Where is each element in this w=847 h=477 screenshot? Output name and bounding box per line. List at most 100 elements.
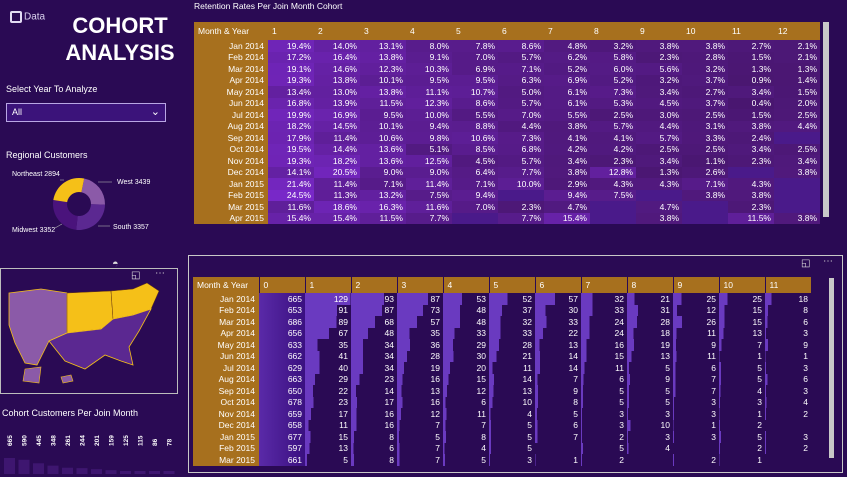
donut-slice-south[interactable] [52, 199, 78, 230]
year-filter-dropdown[interactable]: All ⌄ [6, 103, 166, 122]
retention-header-col[interactable]: 4 [406, 22, 452, 40]
count-row: Jun 2014 662 41 34 28 30 21 14 15 13 11 1 1 [193, 350, 811, 362]
retention-cell: 3.8% [544, 120, 590, 132]
count-cell: 57 [397, 316, 443, 328]
cohort-bar[interactable] [18, 459, 30, 474]
retention-header-col[interactable]: 10 [682, 22, 728, 40]
retention-cell: 2.5% [774, 109, 820, 121]
count-header-col[interactable]: 3 [397, 277, 444, 293]
retention-cell: 14.6% [314, 63, 360, 75]
count-header-month[interactable]: Month & Year [193, 277, 260, 293]
donut-slice-midwest[interactable] [53, 178, 85, 203]
retention-header-month[interactable]: Month & Year [194, 22, 268, 40]
retention-cell [498, 189, 544, 201]
count-cell: 11 [581, 362, 627, 374]
retention-cell: 13.8% [314, 74, 360, 86]
retention-cell: 1.3% [728, 63, 774, 75]
cohort-bar[interactable] [76, 468, 88, 474]
count-header-col[interactable]: 9 [673, 277, 720, 293]
count-header-col[interactable]: 11 [765, 277, 812, 293]
region-map-visual[interactable] [0, 268, 178, 394]
cohort-bar[interactable] [149, 471, 160, 474]
retention-cell: 12.3% [360, 63, 406, 75]
count-row-label: Jul 2014 [193, 362, 259, 374]
retention-header-col[interactable]: 8 [590, 22, 636, 40]
retention-cell: 9.5% [406, 74, 452, 86]
count-cell: 7 [673, 385, 719, 397]
count-row-label: Nov 2014 [193, 408, 259, 420]
retention-header-col[interactable]: 11 [728, 22, 774, 40]
retention-cell: 3.7% [682, 74, 728, 86]
retention-cell: 3.8% [682, 40, 728, 52]
retention-cell: 3.4% [774, 155, 820, 167]
cohort-bar[interactable] [120, 470, 131, 474]
retention-header-col[interactable]: 3 [360, 22, 406, 40]
count-header-col[interactable]: 6 [535, 277, 582, 293]
retention-cell: 11.4% [314, 132, 360, 144]
count-header-col[interactable]: 8 [627, 277, 674, 293]
retention-cell: 7.0% [452, 51, 498, 63]
count-cell: 13 [535, 339, 581, 351]
cohort-bar[interactable] [33, 463, 44, 474]
focus-mode-icon[interactable]: ◱ [131, 270, 141, 281]
cohort-bar[interactable] [163, 471, 175, 474]
count-cell: 7 [535, 373, 581, 385]
count-cell: 41 [305, 350, 351, 362]
retention-cell: 7.0% [452, 201, 498, 213]
retention-table-scrollbar[interactable] [823, 22, 829, 217]
count-header-col[interactable]: 10 [719, 277, 766, 293]
cohort-bar[interactable] [134, 471, 146, 474]
count-header-col[interactable]: 2 [351, 277, 398, 293]
retention-header-col[interactable]: 1 [268, 22, 314, 40]
count-cell [673, 443, 719, 455]
count-header-col[interactable]: 1 [305, 277, 352, 293]
count-cell: 5 [627, 396, 673, 408]
retention-cell: 8.6% [498, 40, 544, 52]
more-options-icon[interactable]: ⋯ [155, 268, 165, 279]
donut-slice-northeast[interactable] [81, 178, 105, 205]
retention-cell: 3.4% [728, 143, 774, 155]
retention-cell: 3.8% [774, 212, 820, 224]
cohort-bar[interactable] [4, 458, 15, 474]
retention-cell: 20.5% [314, 166, 360, 178]
count-header-col[interactable]: 5 [489, 277, 536, 293]
count-cell: 8 [765, 304, 811, 316]
retention-cell: 8.6% [452, 97, 498, 109]
cohort-bar-label: 115 [138, 435, 145, 446]
retention-cell [682, 212, 728, 224]
cohort-bar[interactable] [91, 469, 102, 474]
retention-header-col[interactable]: 9 [636, 22, 682, 40]
count-row-label: Mar 2014 [193, 316, 259, 328]
retention-cell: 6.1% [544, 97, 590, 109]
app-logo: Data [10, 11, 45, 23]
focus-mode-icon[interactable]: ◱ [801, 258, 811, 269]
retention-cell: 1.3% [774, 63, 820, 75]
retention-header-col[interactable]: 5 [452, 22, 498, 40]
count-header-col[interactable]: 7 [581, 277, 628, 293]
count-row-label: Feb 2015 [193, 442, 259, 454]
retention-row: Apr 2014 19.3% 13.8% 10.1% 9.5% 9.5% 6.3% 6.9% 5… [194, 74, 820, 86]
retention-cell: 2.3% [728, 201, 774, 213]
cohort-bar[interactable] [62, 467, 73, 474]
retention-cell: 14.1% [268, 166, 314, 178]
count-header-col[interactable]: 0 [259, 277, 306, 293]
more-options-icon[interactable]: ⋯ [823, 256, 833, 267]
cohort-table-scrollbar[interactable] [829, 278, 834, 458]
retention-header-col[interactable]: 12 [774, 22, 820, 40]
retention-header-col[interactable]: 7 [544, 22, 590, 40]
retention-row-label: Jul 2014 [194, 109, 268, 121]
count-cell: 3 [673, 431, 719, 443]
retention-cell: 4.4% [498, 120, 544, 132]
count-header-col[interactable]: 4 [443, 277, 490, 293]
retention-row-label: Apr 2014 [194, 74, 268, 86]
count-row-label: Aug 2014 [193, 373, 259, 385]
cohort-bar[interactable] [47, 465, 59, 474]
retention-header-col[interactable]: 2 [314, 22, 360, 40]
cohort-bar[interactable] [105, 470, 117, 474]
retention-cell: 5.2% [544, 63, 590, 75]
retention-cell: 13.6% [360, 155, 406, 167]
retention-header-col[interactable]: 6 [498, 22, 544, 40]
donut-slice-west[interactable] [76, 204, 105, 230]
drag-handle-icon[interactable]: ◓ [112, 258, 119, 270]
count-row-label: May 2014 [193, 339, 259, 351]
